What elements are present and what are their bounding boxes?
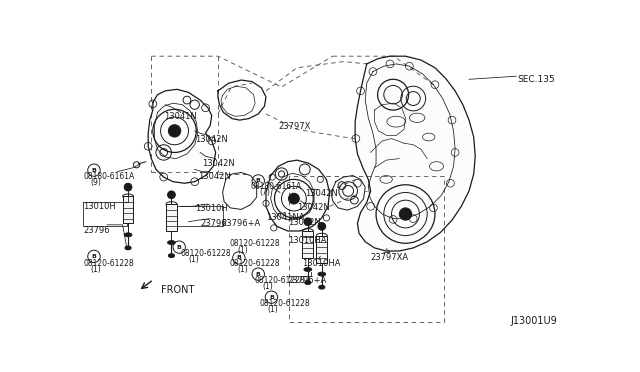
Text: B: B bbox=[92, 168, 97, 173]
Text: 23796: 23796 bbox=[83, 225, 109, 235]
Polygon shape bbox=[223, 173, 257, 209]
Text: B: B bbox=[256, 179, 260, 183]
Circle shape bbox=[289, 193, 300, 204]
Text: 13010HA: 13010HA bbox=[301, 259, 340, 268]
Text: 23797X: 23797X bbox=[278, 122, 311, 131]
Circle shape bbox=[318, 222, 326, 230]
Polygon shape bbox=[148, 89, 216, 183]
Text: (1): (1) bbox=[91, 265, 102, 274]
Bar bbox=[316, 235, 327, 263]
Text: 08120-61228: 08120-61228 bbox=[230, 259, 280, 268]
Text: (9): (9) bbox=[91, 178, 102, 187]
Text: B: B bbox=[256, 272, 260, 277]
Text: 13042N: 13042N bbox=[195, 135, 227, 144]
Ellipse shape bbox=[319, 285, 325, 289]
Text: 13010H: 13010H bbox=[195, 204, 227, 213]
Text: 13042N: 13042N bbox=[288, 218, 321, 227]
Bar bbox=[303, 231, 313, 258]
Text: 13042N: 13042N bbox=[305, 189, 337, 198]
Circle shape bbox=[168, 125, 180, 137]
Text: (1): (1) bbox=[189, 255, 199, 264]
Text: (1): (1) bbox=[262, 282, 273, 291]
Text: B: B bbox=[177, 245, 182, 250]
Text: (1): (1) bbox=[237, 265, 248, 274]
Ellipse shape bbox=[124, 233, 132, 237]
Bar bbox=[166, 204, 177, 231]
Text: B: B bbox=[92, 254, 97, 259]
Text: J13001U9: J13001U9 bbox=[511, 316, 557, 326]
Text: 23796+A: 23796+A bbox=[222, 219, 261, 228]
Text: 13010H: 13010H bbox=[83, 202, 116, 212]
Text: B: B bbox=[236, 256, 241, 260]
Polygon shape bbox=[355, 56, 476, 251]
Ellipse shape bbox=[304, 267, 312, 272]
Text: 08120-61228: 08120-61228 bbox=[83, 259, 134, 268]
Text: 23797XA: 23797XA bbox=[371, 253, 409, 262]
Text: (7): (7) bbox=[260, 188, 271, 197]
Text: 23796: 23796 bbox=[200, 219, 227, 228]
Ellipse shape bbox=[305, 280, 311, 285]
Text: 08120-61228: 08120-61228 bbox=[254, 276, 305, 285]
Text: 08180-6161A: 08180-6161A bbox=[83, 172, 134, 181]
Text: 23796+A: 23796+A bbox=[288, 276, 327, 285]
Ellipse shape bbox=[125, 246, 131, 250]
Bar bbox=[123, 196, 134, 223]
Text: 13042N: 13042N bbox=[297, 203, 330, 212]
Text: (1): (1) bbox=[237, 246, 248, 254]
Circle shape bbox=[124, 183, 132, 191]
Ellipse shape bbox=[318, 272, 326, 276]
Text: 13042N: 13042N bbox=[198, 172, 230, 181]
Text: 13041NA: 13041NA bbox=[266, 212, 305, 221]
Text: B: B bbox=[269, 295, 274, 300]
Text: 13010HA: 13010HA bbox=[288, 235, 326, 245]
Text: 08120-61228: 08120-61228 bbox=[230, 240, 280, 248]
Circle shape bbox=[304, 218, 312, 225]
Ellipse shape bbox=[168, 241, 175, 244]
Circle shape bbox=[399, 208, 412, 220]
Text: 08180-6161A: 08180-6161A bbox=[250, 182, 301, 191]
Text: 13042N: 13042N bbox=[202, 158, 236, 168]
Text: 08120-61228: 08120-61228 bbox=[180, 249, 232, 258]
Text: SEC.135: SEC.135 bbox=[518, 76, 556, 84]
Ellipse shape bbox=[168, 254, 175, 257]
Text: 13041N: 13041N bbox=[164, 112, 196, 121]
Text: (1): (1) bbox=[268, 305, 278, 314]
Polygon shape bbox=[218, 80, 266, 120]
Polygon shape bbox=[266, 160, 330, 231]
Circle shape bbox=[168, 191, 175, 199]
Polygon shape bbox=[331, 176, 365, 210]
Text: FRONT: FRONT bbox=[161, 285, 195, 295]
Text: 08120-61228: 08120-61228 bbox=[260, 299, 310, 308]
